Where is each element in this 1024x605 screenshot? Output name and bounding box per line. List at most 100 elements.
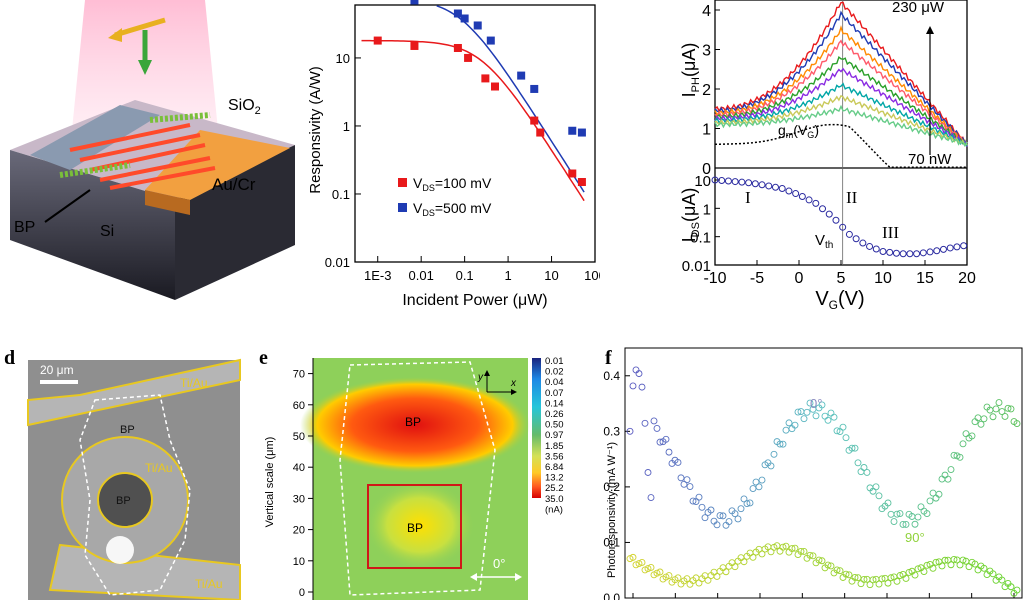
b-xtick-label: 100 <box>584 268 600 283</box>
f-point-0deg <box>638 383 646 391</box>
c-ids-point <box>919 249 927 257</box>
e-ytick-label: 70 <box>293 369 305 381</box>
e-ytick-label: 40 <box>293 462 305 474</box>
b-point-s1 <box>577 177 586 186</box>
c-ids-point <box>832 216 840 224</box>
f-point-90deg <box>749 553 757 561</box>
c-ids-point <box>812 199 820 207</box>
f-point-0deg <box>758 476 766 484</box>
f-point-0deg <box>695 493 703 501</box>
photocurrent-map-svg: e Vertical scale (μm) BP BP y x 0° 0 10 20… <box>259 347 564 600</box>
gold-contact-right <box>145 130 290 200</box>
e-colorbar-label: 6.84 <box>545 462 564 473</box>
f-point-90deg <box>740 558 748 566</box>
b-point-s1 <box>568 169 577 178</box>
f-point-0deg <box>824 416 832 424</box>
f-point-0deg <box>635 370 643 378</box>
e-colorbar-label: 13.2 <box>545 473 564 484</box>
f-ytick-label: 0.2 <box>603 480 620 494</box>
c-bottom-ylabel: IDS(μA) <box>679 188 702 243</box>
c-top-ytick-label: 2 <box>702 82 711 99</box>
f-point-0deg <box>821 412 829 420</box>
f-point-90deg <box>758 550 766 558</box>
e-colorbar-label: 0.04 <box>545 377 564 388</box>
b-point-s1 <box>453 43 462 52</box>
b-xtick-label: 1E-3 <box>364 268 391 283</box>
c-top-ytick-label: 3 <box>702 43 711 60</box>
b-point-s2 <box>577 128 586 137</box>
f-point-0deg <box>842 434 850 442</box>
f-point-90deg <box>791 544 799 552</box>
c-label-70: 70 nW <box>908 151 952 168</box>
f-point-0deg <box>743 500 751 508</box>
f-point-90deg <box>809 552 817 560</box>
f-point-90deg <box>941 556 949 564</box>
f-point-0deg <box>833 427 841 435</box>
f-point-90deg <box>626 555 634 563</box>
f-point-90deg <box>911 571 919 579</box>
f-point-0deg <box>854 459 862 467</box>
f-point-90deg <box>905 568 913 576</box>
f-point-0deg <box>791 421 799 429</box>
b-ytick-label: 0.01 <box>325 255 350 270</box>
f-point-90deg <box>647 564 655 571</box>
d-tiau-2: Ti/Au <box>145 461 173 475</box>
f-point-90deg <box>797 547 805 555</box>
f-point-0deg <box>932 494 940 502</box>
d-top-electrode <box>27 358 241 427</box>
f-point-90deg <box>965 563 973 571</box>
c-bot-ytick-label: 1 <box>703 201 711 218</box>
f-ytick-label: 0.4 <box>603 369 620 383</box>
b-fit-curve-1 <box>361 39 585 202</box>
f-point-0deg <box>839 423 847 431</box>
f-point-90deg <box>653 569 661 577</box>
f-point-90deg <box>713 572 721 580</box>
c-gm-curve <box>715 123 967 168</box>
f-point-0deg <box>674 459 682 466</box>
c-xtick-label: -10 <box>703 270 726 287</box>
f-point-0deg <box>893 510 901 518</box>
polarization-arrow-icon <box>108 17 166 75</box>
f-point-0deg <box>872 483 880 491</box>
f-point-0deg <box>698 503 706 511</box>
c-xtick-label: -5 <box>750 270 764 287</box>
b-point-s2 <box>486 36 495 45</box>
bp-channels <box>59 112 216 190</box>
e-ytick-label: 50 <box>293 431 305 443</box>
f-point-0deg <box>863 468 871 476</box>
c-ids-point <box>711 176 719 184</box>
e-colorbar-label: 1.85 <box>545 441 564 452</box>
f-point-0deg <box>707 506 715 514</box>
b-xlabel: Incident Power (μW) <box>402 292 547 309</box>
f-point-0deg <box>875 492 883 500</box>
c-gm-label: gm(VG) <box>778 122 819 140</box>
f-point-90deg <box>857 580 865 588</box>
f-point-90deg <box>887 574 895 582</box>
c-ids-point <box>899 250 907 258</box>
f-point-0deg <box>662 435 670 443</box>
e-ytick-label: 60 <box>293 400 305 412</box>
c-xtick-label: 20 <box>958 270 976 287</box>
f-ytick-label: 0.3 <box>603 424 620 438</box>
f-point-90deg <box>779 543 787 551</box>
f-point-0deg <box>626 427 634 435</box>
label-bp: BP <box>14 219 35 236</box>
f-point-0deg <box>1001 413 1009 420</box>
e-ytick-label: 30 <box>293 493 305 505</box>
f-point-0deg <box>992 405 1000 413</box>
c-xtick-label: 10 <box>874 270 892 287</box>
c-ids-point <box>939 245 947 253</box>
f-point-0deg <box>812 412 820 420</box>
f-point-90deg <box>938 562 946 570</box>
f-point-90deg <box>932 558 940 566</box>
panel-d-letter: d <box>4 347 15 369</box>
f-point-0deg <box>755 483 763 491</box>
f-point-90deg <box>971 560 979 568</box>
f-point-90deg <box>629 553 637 561</box>
f-point-0deg <box>644 469 652 476</box>
f-ylabel: Photoresponsivity (mA W⁻¹) <box>606 442 618 578</box>
f-label-0: 0° <box>810 396 822 411</box>
f-point-90deg <box>869 576 877 584</box>
f-point-90deg <box>731 563 739 571</box>
b-point-s1 <box>373 36 382 45</box>
